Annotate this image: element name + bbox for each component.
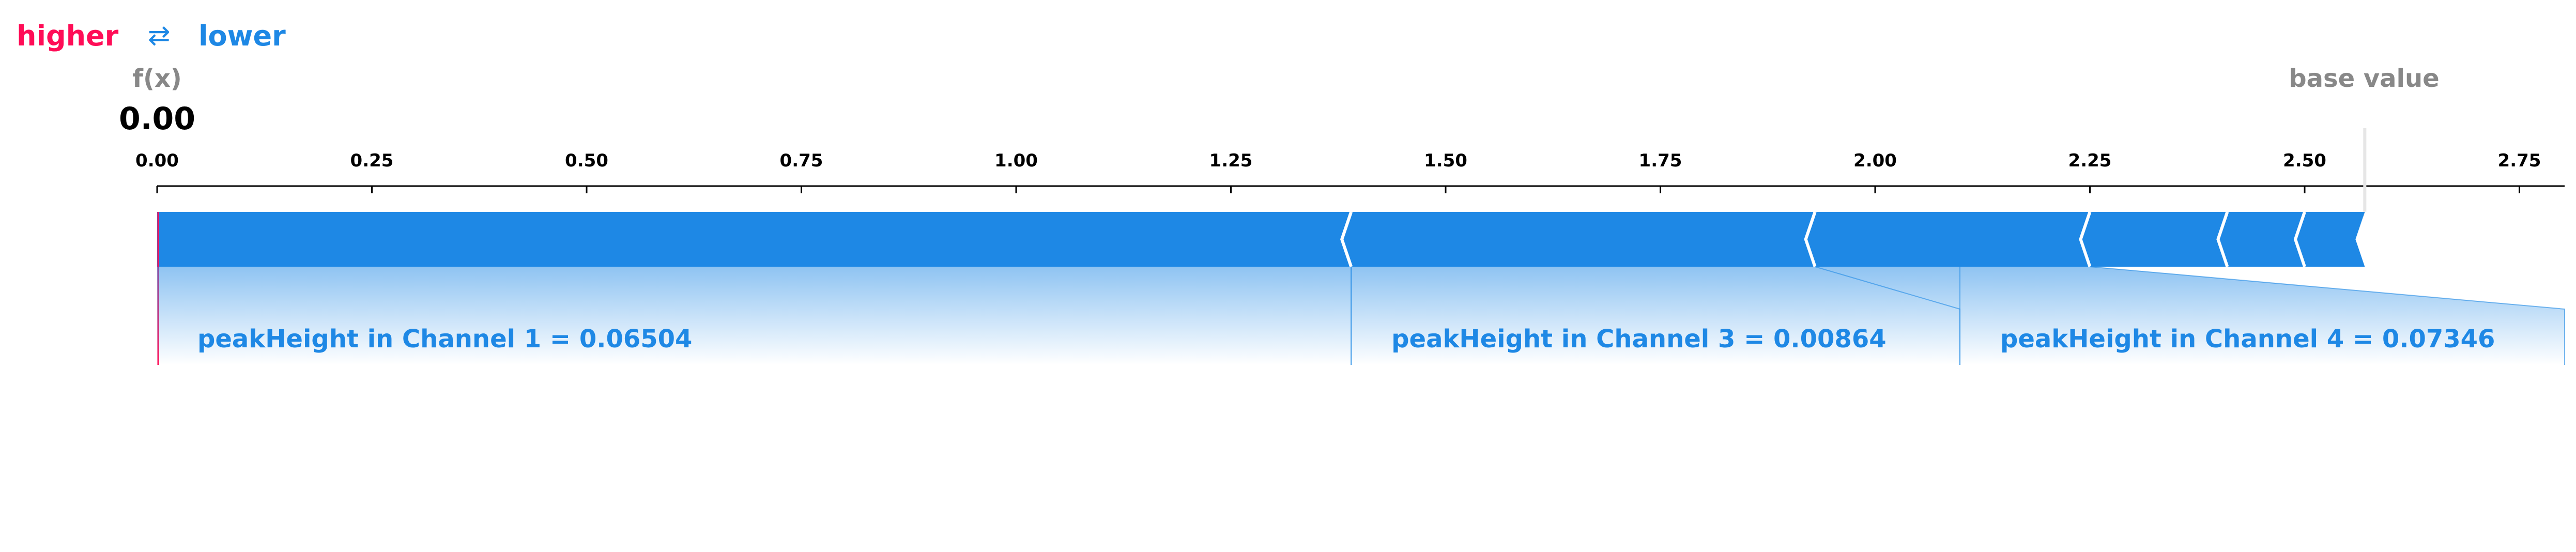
- x-axis: 0.00 0.25 0.50 0.75 1.00 1.25 1.50 1.75 2.00 2.25…: [135, 128, 2565, 217]
- fx-label: f(x): [132, 64, 182, 93]
- axis-tick-label: 1.25: [1209, 150, 1253, 171]
- legend-lower-label: lower: [198, 20, 286, 52]
- feature-label: peakHeight in Channel 3 = 0.00864: [1391, 325, 1886, 354]
- force-segment: [2295, 212, 2365, 267]
- feature-label: peakHeight in Channel 1 = 0.06504: [197, 325, 692, 354]
- force-segment: [157, 212, 1352, 267]
- label-region: [157, 267, 1352, 365]
- base-value-label: base value: [2289, 64, 2439, 93]
- segment-divider: [2293, 211, 2306, 267]
- force-segment: [2080, 212, 2228, 267]
- label-region: [1351, 267, 1960, 365]
- axis-tick-label: 1.00: [994, 150, 1038, 171]
- force-segment: [2218, 212, 2305, 267]
- label-connector: [2090, 266, 2565, 365]
- axis-tick-label: 1.50: [1424, 150, 1467, 171]
- label-region: [1815, 267, 2565, 365]
- axis-tick-label: 0.25: [350, 150, 394, 171]
- feature-label: peakHeight in Channel 4 = 0.07346: [2000, 325, 2495, 354]
- force-segment: [1342, 212, 1815, 267]
- fx-value: 0.00: [119, 101, 195, 137]
- legend-arrows-icon: ⇄: [148, 20, 171, 51]
- segment-divider: [1804, 211, 1817, 267]
- axis-tick-label: 0.00: [135, 150, 179, 171]
- axis-tick-label: 2.00: [1853, 150, 1897, 171]
- legend-higher-label: higher: [17, 20, 119, 52]
- axis-tick-label: 2.75: [2498, 150, 2541, 171]
- axis-tick-label: 0.75: [780, 150, 823, 171]
- axis-tick-label: 2.50: [2283, 150, 2326, 171]
- segment-divider: [2079, 211, 2092, 267]
- segment-divider: [2356, 211, 2369, 267]
- segment-divider: [2216, 211, 2229, 267]
- segment-divider: [1340, 211, 1353, 267]
- axis-tick-label: 0.50: [565, 150, 608, 171]
- force-segment: [1805, 212, 2090, 267]
- feature-labels: peakHeight in Channel 1 = 0.06504 peakHei…: [157, 266, 2565, 365]
- axis-tick-label: 2.25: [2068, 150, 2112, 171]
- force-bar: [157, 211, 2369, 365]
- axis-tick-label: 1.75: [1639, 150, 1682, 171]
